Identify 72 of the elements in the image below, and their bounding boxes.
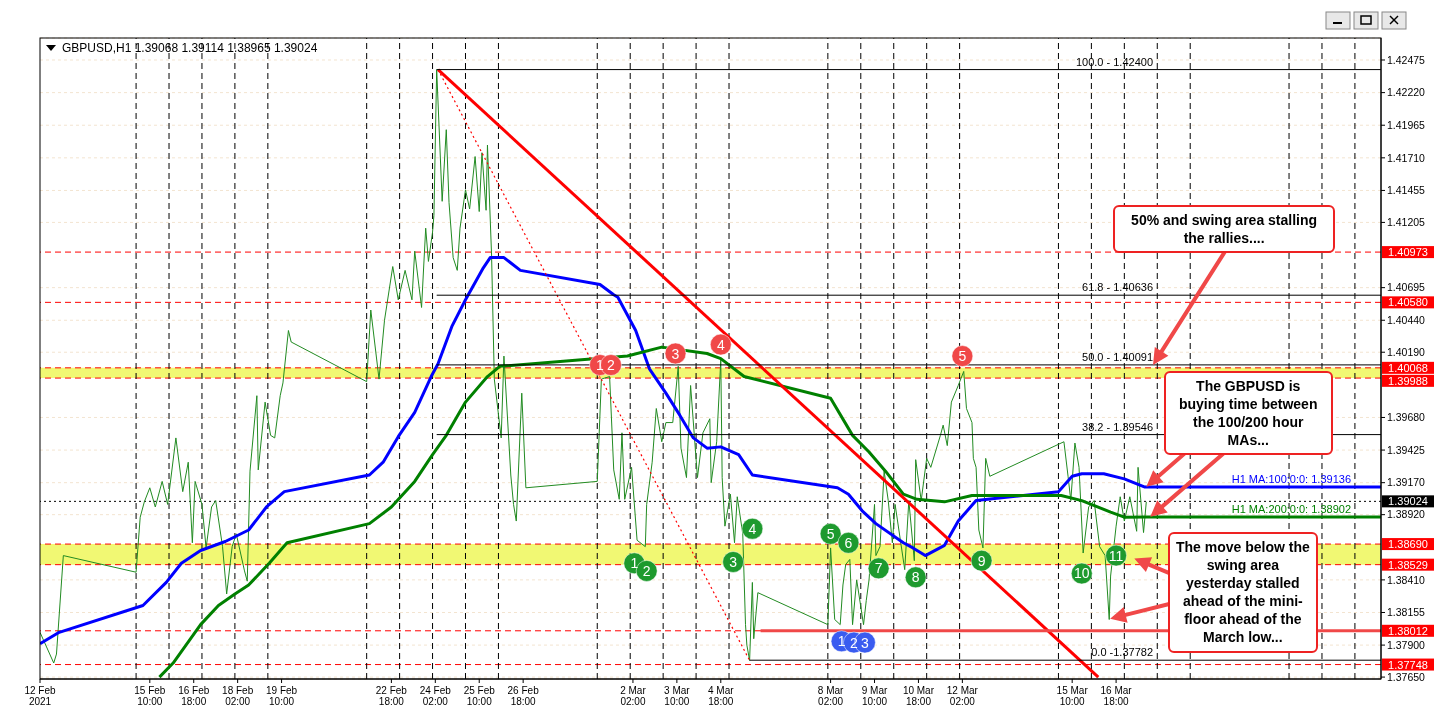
x-tick-label: 22 Feb 18:00 [375, 685, 408, 707]
x-tick-label: 12 Mar 02:00 [946, 685, 979, 707]
annotation: 1 [630, 555, 639, 572]
line-series [40, 256, 1381, 646]
x-tick-label: 16 Mar 18:00 [1100, 685, 1133, 707]
annotation: 9 [977, 552, 986, 569]
ref-line-label: 1.40580 [1388, 296, 1428, 309]
x-tick-label: 9 Mar 10:00 [861, 685, 888, 707]
x-tick-label: 15 Feb 10:00 [134, 685, 166, 707]
annotation: 2 [642, 562, 651, 579]
x-tick-label: 24 Feb 02:00 [419, 685, 452, 707]
series-label: 0.0 -1.37782 [1091, 646, 1154, 659]
annotation: 10 [1073, 565, 1090, 582]
series-label: H1 MA:100:0:0: 1.39136 [1231, 473, 1351, 486]
x-tick-label: 12 Feb 2021 [24, 685, 56, 707]
series-label: 50.0 - 1.40091 [1082, 350, 1154, 363]
ref-line-label: 1.39024 [1388, 495, 1428, 508]
x-tick-label: 16 Feb 18:00 [178, 685, 210, 707]
y-tick-label: 1.38920 [1387, 508, 1426, 521]
x-tick-label: 10 Mar 18:00 [902, 685, 935, 707]
y-tick-label: 1.41205 [1387, 216, 1426, 229]
ref-line-label: 1.38012 [1388, 624, 1428, 637]
x-tick-label: 2 Mar 02:00 [620, 685, 647, 707]
annotation: 1 [596, 357, 605, 374]
y-tick-label: 1.37650 [1387, 670, 1426, 683]
annotation: 2 [850, 634, 859, 651]
y-tick-label: 1.39170 [1387, 476, 1426, 489]
x-tick-label: 4 Mar 18:00 [708, 685, 735, 707]
y-tick-label: 1.41710 [1387, 151, 1426, 164]
ref-line-label: 1.40973 [1388, 246, 1428, 259]
annotation: 4 [716, 336, 725, 353]
y-tick-label: 1.38155 [1387, 606, 1426, 619]
annotation: 7 [874, 560, 883, 577]
annotation: 3 [671, 345, 680, 362]
series-label: 38.2 - 1.39546 [1082, 420, 1154, 433]
y-tick-label: 1.38410 [1387, 573, 1426, 586]
ref-line-label: 1.37748 [1388, 658, 1428, 671]
annotation: 5 [958, 348, 967, 365]
annotation: 5 [826, 525, 835, 542]
annotation: 6 [844, 534, 853, 551]
y-tick-label: 1.40440 [1387, 313, 1426, 326]
ref-line-label: 1.38690 [1388, 538, 1428, 551]
y-tick-label: 1.37900 [1387, 638, 1426, 651]
y-tick-label: 1.41965 [1387, 118, 1426, 131]
series-label: 100.0 - 1.42400 [1075, 55, 1154, 68]
x-tick-label: 18 Feb 02:00 [222, 685, 254, 707]
annotation: 2 [607, 357, 616, 374]
x-tick-label: 26 Feb 18:00 [507, 685, 540, 707]
x-tick-label: 25 Feb 10:00 [463, 685, 496, 707]
annotation: 8 [911, 569, 920, 586]
ref-line-label: 1.40068 [1388, 361, 1428, 374]
y-tick-label: 1.39680 [1387, 411, 1426, 424]
chart-title: GBPUSD,H1 1.39068 1.39114 1.38965 1.39024 [62, 41, 318, 55]
series-label: 61.8 - 1.40636 [1082, 281, 1154, 294]
annotation: 3 [729, 553, 738, 570]
annotation: 11 [1108, 547, 1124, 564]
y-tick-label: 1.42220 [1387, 86, 1426, 99]
annotation: 4 [748, 520, 757, 537]
series-label: H1 MA:200:0:0: 1.38902 [1231, 502, 1351, 515]
y-tick-label: 1.39425 [1387, 443, 1426, 456]
ref-line-label: 1.38529 [1388, 558, 1428, 571]
x-tick-label: 8 Mar 02:00 [817, 685, 845, 707]
y-tick-label: 1.40695 [1387, 281, 1426, 294]
y-tick-label: 1.42475 [1387, 53, 1426, 66]
y-tick-label: 1.41455 [1387, 184, 1426, 197]
ref-line-label: 1.39988 [1388, 374, 1428, 387]
x-tick-label: 3 Mar 10:00 [664, 685, 691, 707]
y-tick-label: 1.40190 [1387, 345, 1426, 358]
annotation: 1 [837, 633, 846, 650]
x-tick-label: 19 Feb 10:00 [266, 685, 298, 707]
annotation: 3 [861, 634, 870, 651]
x-tick-label: 15 Mar 10:00 [1056, 685, 1089, 707]
